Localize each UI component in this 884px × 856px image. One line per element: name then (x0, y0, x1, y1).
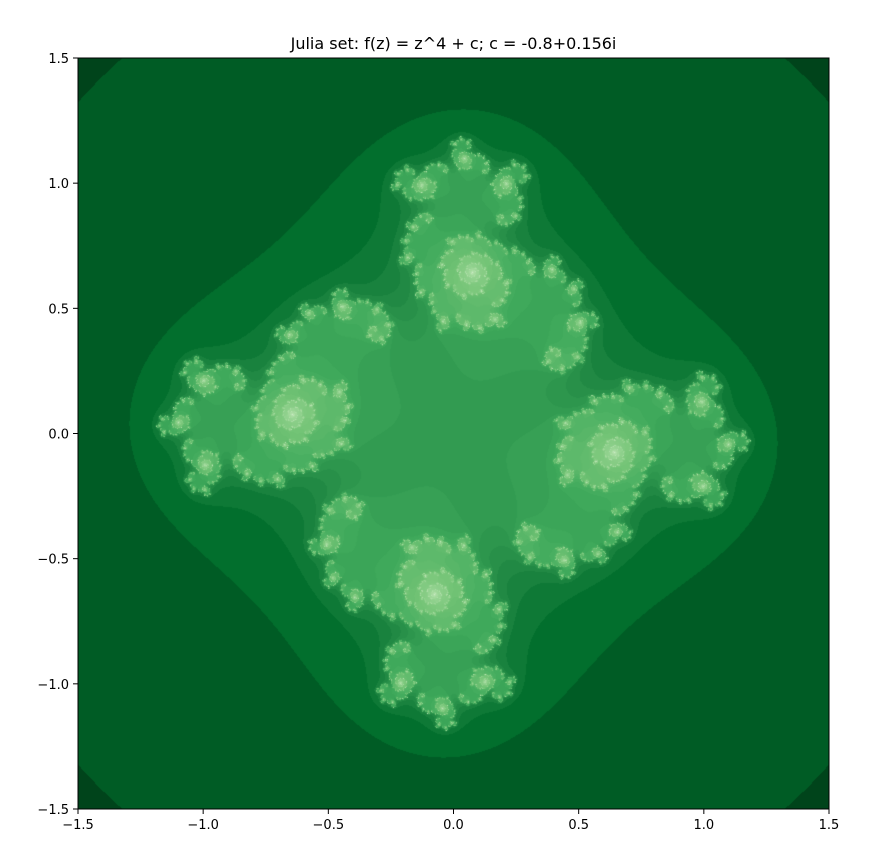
y-tick-label: −1.0 (37, 678, 69, 693)
x-tick-label: −0.5 (313, 818, 345, 833)
y-tick-label: 0.5 (48, 302, 69, 317)
y-axis: −1.5 −1.0 −0.5 0.0 0.5 1.0 1.5 (37, 52, 78, 818)
y-tick-label: 0.0 (48, 428, 69, 443)
x-tick-label: −1.0 (187, 818, 219, 833)
x-axis: −1.5 −1.0 −0.5 0.0 0.5 1.0 1.5 (62, 809, 839, 833)
x-tick-label: 1.5 (819, 818, 840, 833)
y-tick-label: 1.0 (48, 177, 69, 192)
y-tick-label: −1.5 (37, 803, 69, 818)
chart-title: Julia set: f(z) = z^4 + c; c = -0.8+0.15… (290, 34, 617, 53)
plot-frame (77, 57, 830, 810)
x-tick-label: 1.0 (693, 818, 714, 833)
x-tick-label: −1.5 (62, 818, 94, 833)
y-tick-label: −0.5 (37, 553, 69, 568)
y-tick-label: 1.5 (48, 52, 69, 67)
x-tick-label: 0.5 (568, 818, 589, 833)
julia-set-heatmap (78, 58, 829, 809)
x-tick-label: 0.0 (443, 818, 464, 833)
